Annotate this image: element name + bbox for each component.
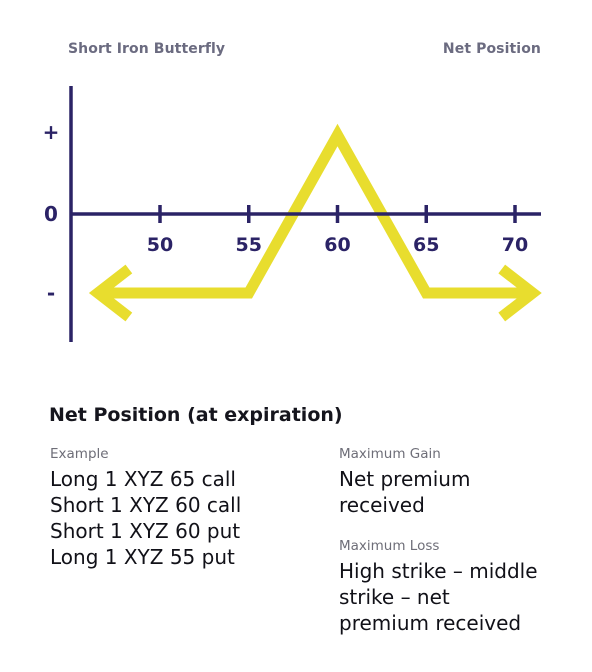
example-line: Short 1 XYZ 60 put bbox=[50, 519, 241, 543]
net-position-label: Net Position bbox=[442, 41, 541, 57]
max-gain-line: received bbox=[339, 493, 425, 517]
payoff-chart: 50 55 60 65 70 +0 - bbox=[43, 86, 542, 342]
example-line: Long 1 XYZ 55 put bbox=[50, 545, 235, 569]
right-arrowhead bbox=[498, 264, 542, 322]
x-tick-label: 60 bbox=[324, 234, 350, 256]
y-label-minus: - bbox=[47, 281, 55, 305]
max-loss-line: strike – net bbox=[339, 585, 450, 609]
max-loss-caption: Maximum Loss bbox=[339, 538, 440, 554]
strategy-name-label: Short Iron Butterfly bbox=[68, 41, 226, 57]
y-label-zero: 0 bbox=[44, 202, 58, 226]
x-tick-label: 65 bbox=[413, 234, 439, 256]
left-arrowhead bbox=[88, 264, 133, 322]
payoff-line bbox=[97, 123, 533, 299]
x-tick-label: 70 bbox=[502, 234, 528, 256]
example-line: Short 1 XYZ 60 call bbox=[50, 493, 242, 517]
max-loss-line: High strike – middle bbox=[339, 559, 538, 583]
x-tick-label: 55 bbox=[236, 234, 262, 256]
section-title: Net Position (at expiration) bbox=[49, 404, 343, 426]
max-gain-line: Net premium bbox=[339, 467, 471, 491]
x-tick-label: 50 bbox=[147, 234, 173, 256]
max-gain-caption: Maximum Gain bbox=[339, 446, 441, 462]
example-line: Long 1 XYZ 65 call bbox=[50, 467, 236, 491]
gain-loss-block: Maximum Gain Net premium received Maximu… bbox=[339, 446, 579, 636]
max-loss-line: premium received bbox=[339, 611, 522, 635]
y-label-plus: + bbox=[43, 120, 60, 144]
example-caption: Example bbox=[50, 446, 109, 462]
example-block: Example Long 1 XYZ 65 call Short 1 XYZ 6… bbox=[50, 446, 320, 570]
